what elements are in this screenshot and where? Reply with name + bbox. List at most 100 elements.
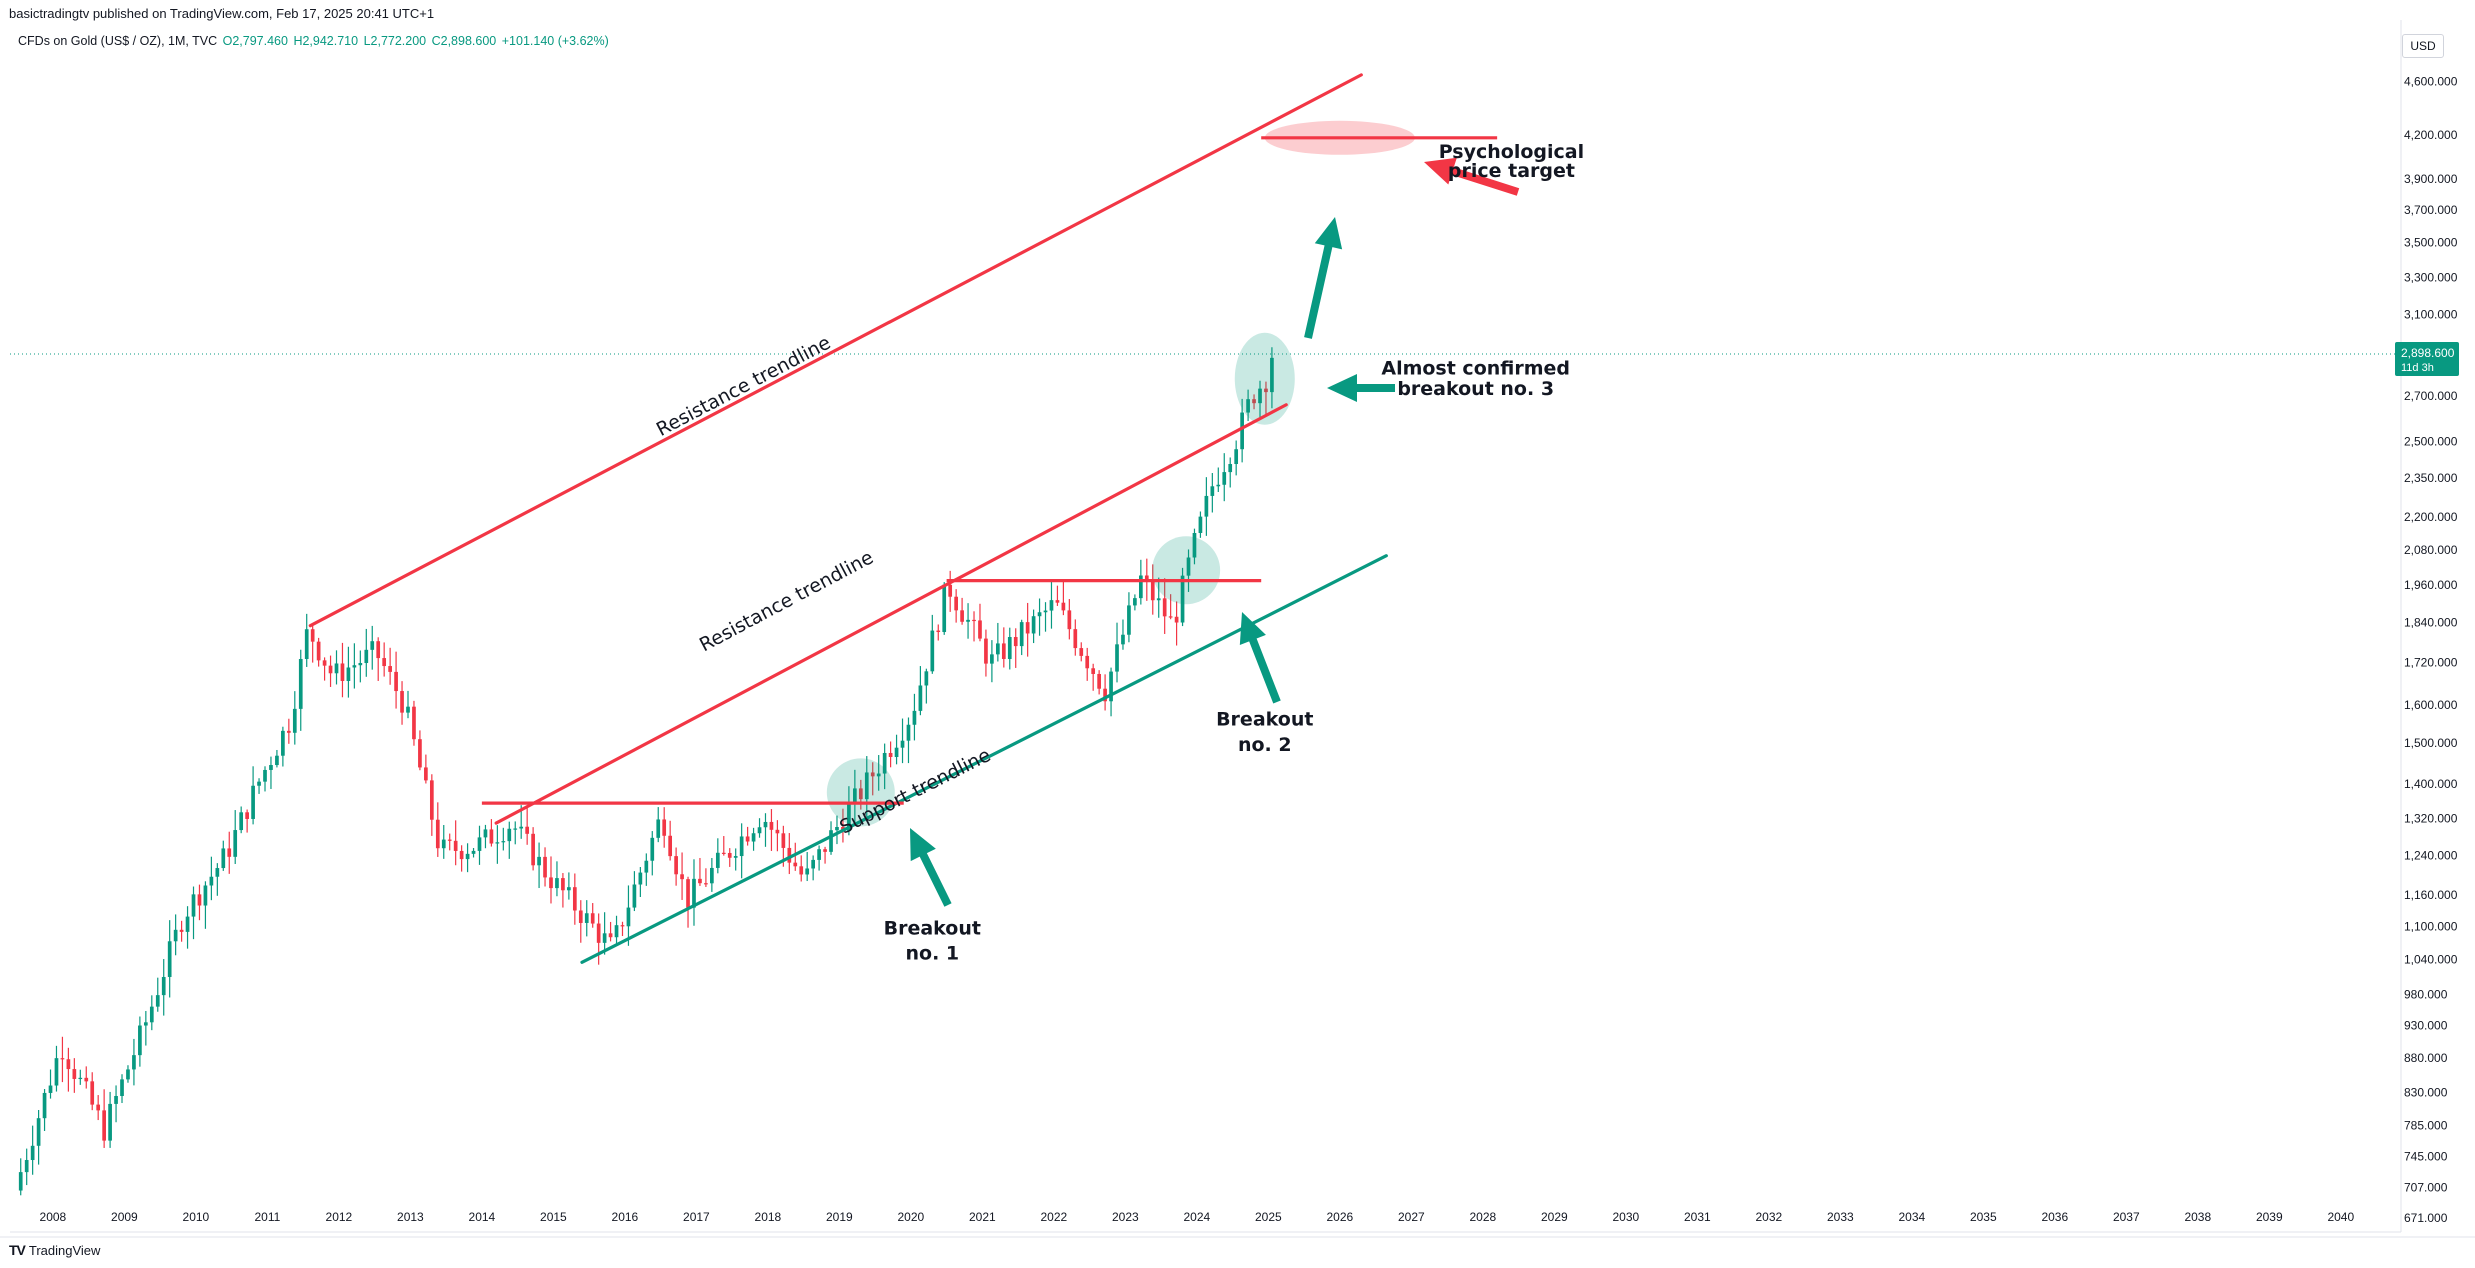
y-tick-label: 1,160.000	[2404, 888, 2458, 902]
candle-body	[590, 913, 595, 924]
candle-body	[382, 658, 387, 667]
y-tick-label: 3,700.000	[2404, 203, 2458, 217]
candle-body	[1252, 399, 1256, 404]
candle-body	[376, 641, 381, 659]
candle-body	[1186, 557, 1191, 576]
candle-body	[1180, 575, 1185, 623]
candle-body	[1264, 388, 1268, 393]
x-tick-label: 2012	[326, 1210, 353, 1224]
candle-body	[549, 877, 553, 889]
y-tick-label: 2,080.000	[2404, 543, 2458, 557]
annotation-text: Almost confirmed	[1381, 357, 1570, 379]
candle-body	[1258, 388, 1262, 404]
candle-body	[829, 830, 833, 852]
currency-button[interactable]: USD	[2402, 34, 2444, 58]
candle-body	[1073, 629, 1078, 649]
candle-body	[1055, 600, 1060, 603]
candle-body	[531, 833, 535, 866]
annotation-text: Breakout	[884, 917, 981, 939]
symbol-name[interactable]: CFDs on Gold (US$ / OZ), 1M, TVC	[18, 34, 218, 48]
candle-body	[1121, 634, 1125, 645]
tradingview-brand[interactable]: TV TradingView	[9, 1242, 100, 1258]
candle-body	[1222, 472, 1227, 485]
candle-body	[936, 630, 941, 633]
candle-body	[257, 781, 261, 786]
candle-body	[721, 852, 726, 854]
candle-body	[72, 1069, 77, 1079]
candle-body	[340, 663, 345, 681]
y-tick-label: 671.000	[2404, 1211, 2448, 1225]
candle-body	[114, 1095, 118, 1104]
arrow-breakout-3-icon	[1327, 374, 1395, 402]
candle-body	[275, 755, 279, 766]
candle-body	[1246, 399, 1250, 413]
candle-body	[185, 916, 190, 932]
x-tick-label: 2019	[826, 1210, 853, 1224]
candle-body	[48, 1085, 53, 1093]
annotation-text: Breakout	[1216, 709, 1313, 731]
candle-body	[418, 739, 422, 768]
x-tick-label: 2040	[2327, 1210, 2354, 1224]
candle-body	[811, 859, 815, 869]
x-tick-label: 2038	[2184, 1210, 2211, 1224]
candle-body	[793, 862, 798, 867]
candle-body	[1138, 575, 1143, 599]
candle-body	[584, 913, 589, 923]
candle-body	[888, 752, 893, 757]
candle-body	[954, 596, 958, 611]
candle-body	[835, 827, 839, 831]
x-tick-label: 2014	[469, 1210, 496, 1224]
candle-body	[435, 819, 440, 849]
candle-body	[555, 878, 559, 889]
candle-body	[650, 837, 655, 861]
candle-body	[864, 772, 869, 800]
y-tick-label: 2,200.000	[2404, 510, 2458, 524]
annotation-text: no. 1	[905, 942, 959, 964]
candle-body	[632, 884, 637, 908]
x-tick-label: 2027	[1398, 1210, 1425, 1224]
candle-body	[996, 643, 1000, 655]
candle-body	[1240, 412, 1244, 450]
candle-body	[727, 852, 732, 858]
x-tick-label: 2025	[1255, 1210, 1282, 1224]
candle-body	[1270, 357, 1274, 393]
candle-body	[1144, 575, 1149, 581]
axes-layer: 2008 2009 2010 2011 2012 2013 2014 2015 2016 2017…	[0, 20, 2475, 1238]
candle-body	[620, 925, 625, 927]
resistance-trendline-upper	[308, 73, 1363, 628]
candle-body	[346, 667, 351, 681]
candle-body	[680, 874, 684, 880]
candle-body	[42, 1092, 47, 1119]
y-tick-label: 930.000	[2404, 1018, 2448, 1032]
candle-body	[614, 925, 619, 938]
candle-body	[763, 821, 768, 828]
candle-body	[483, 829, 488, 838]
y-tick-label: 1,720.000	[2404, 655, 2458, 669]
candle-body	[1156, 598, 1161, 601]
candle-body	[429, 780, 434, 820]
candle-body	[239, 812, 244, 831]
candles-layer	[18, 347, 1274, 1196]
candle-body	[1174, 616, 1179, 623]
candle-body	[447, 839, 452, 841]
y-tick-label: 830.000	[2404, 1086, 2448, 1100]
candle-body	[18, 1172, 23, 1191]
candle-body	[513, 828, 518, 830]
candle-body	[441, 839, 446, 849]
candle-body	[459, 850, 464, 860]
x-tick-label: 2020	[898, 1210, 925, 1224]
candle-body	[191, 894, 196, 917]
candle-body	[1067, 610, 1072, 630]
candle-body	[54, 1058, 59, 1086]
candle-body	[1085, 655, 1090, 669]
candle-body	[918, 685, 923, 711]
candle-body	[227, 848, 232, 857]
annotation-text: no. 2	[1238, 734, 1292, 756]
candle-body	[465, 853, 470, 860]
arrow-up-icon	[1304, 217, 1343, 339]
candle-body	[1204, 495, 1209, 517]
candle-body	[960, 610, 964, 622]
y-tick-label: 2,500.000	[2404, 434, 2458, 448]
candle-body	[948, 584, 953, 597]
